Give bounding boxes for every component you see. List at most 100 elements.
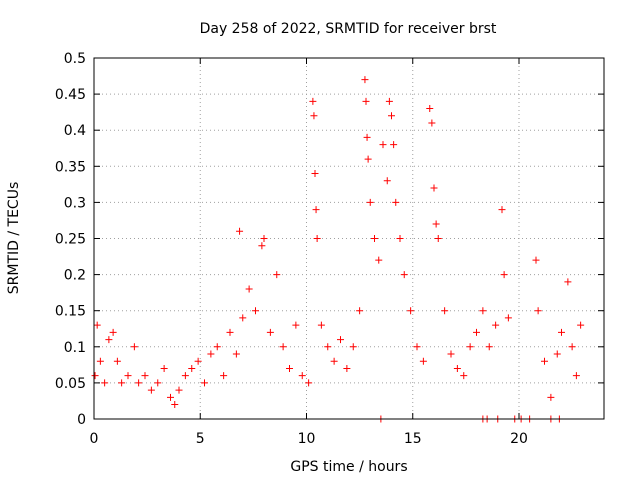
y-tick-label: 0.35 (55, 159, 86, 175)
data-point (432, 220, 440, 228)
data-point (194, 357, 202, 365)
data-point (273, 271, 281, 279)
data-point (343, 364, 351, 372)
data-point (362, 97, 370, 105)
data-point (534, 307, 542, 315)
data-point (160, 364, 168, 372)
data-point (113, 357, 121, 365)
data-point (258, 242, 266, 250)
data-point (292, 321, 300, 329)
y-tick-label: 0.4 (64, 123, 86, 139)
data-point (266, 328, 274, 336)
data-point (385, 97, 393, 105)
data-point (330, 357, 338, 365)
data-point (313, 235, 321, 242)
data-point (485, 343, 493, 351)
x-tick-label: 0 (90, 431, 99, 447)
data-point (91, 372, 99, 380)
y-tick-label: 0.3 (64, 195, 86, 211)
data-point (392, 198, 400, 206)
data-point (430, 184, 438, 192)
axis-ticks: 0 0.05 0.1 0.15 0.2 0.25 0.3 0.35 0.4 0.45 0.5 0 5 10… (55, 51, 604, 447)
data-point (286, 364, 293, 372)
data-point (239, 314, 247, 322)
data-point (311, 170, 319, 178)
data-point (305, 379, 313, 387)
data-point (105, 336, 113, 344)
data-point (337, 336, 344, 344)
grid-lines (94, 58, 604, 419)
y-tick-label: 0 (77, 412, 86, 428)
y-tick-label: 0.15 (55, 304, 86, 320)
data-point (124, 372, 132, 380)
data-point (101, 379, 109, 387)
data-point (298, 372, 306, 380)
data-point (349, 343, 357, 351)
data-point (572, 372, 580, 380)
data-point (413, 343, 421, 351)
y-tick-label: 0.1 (64, 340, 86, 356)
data-point (460, 372, 468, 380)
data-point (434, 235, 442, 242)
y-tick-label: 0.05 (55, 376, 86, 392)
data-point (171, 401, 179, 409)
data-point (564, 278, 572, 286)
data-point (364, 155, 372, 163)
data-point (309, 97, 317, 105)
data-point (96, 357, 104, 365)
data-point (568, 343, 576, 351)
data-point (356, 307, 364, 315)
data-point (361, 76, 369, 84)
data-point (93, 321, 101, 329)
y-tick-label: 0.5 (64, 51, 86, 67)
data-point (375, 256, 383, 264)
data-point (492, 321, 500, 329)
data-point (558, 328, 565, 336)
data-point (188, 364, 196, 372)
x-tick-label: 20 (510, 431, 528, 447)
data-point (135, 379, 143, 387)
data-point (383, 177, 391, 185)
data-point (400, 271, 408, 279)
data-point (232, 350, 240, 358)
data-point (479, 307, 487, 315)
x-tick-label: 10 (298, 431, 316, 447)
x-tick-label: 15 (404, 431, 422, 447)
data-point (366, 198, 374, 206)
data-point (118, 379, 126, 387)
y-axis-label: SRMTID / TECUs (6, 182, 22, 295)
data-point (532, 256, 540, 264)
data-point (109, 328, 117, 336)
data-point (426, 105, 434, 113)
x-tick-label: 5 (196, 431, 205, 447)
plot-frame (93, 57, 605, 420)
data-point (279, 343, 287, 351)
data-point (453, 364, 461, 372)
data-point (252, 307, 259, 315)
data-point (498, 206, 506, 214)
y-tick-label: 0.45 (55, 87, 86, 103)
y-tick-label: 0.2 (64, 268, 86, 284)
data-point (154, 379, 162, 387)
data-point (317, 321, 325, 329)
data-point (147, 386, 155, 394)
data-point (207, 350, 215, 358)
data-point (447, 350, 455, 358)
data-point (419, 357, 427, 365)
data-point (363, 133, 371, 141)
data-point (371, 235, 378, 242)
data-point (181, 372, 189, 380)
data-point (226, 328, 234, 336)
data-point (441, 307, 449, 315)
data-point (167, 393, 174, 401)
data-point (504, 314, 512, 322)
data-point (428, 119, 436, 127)
data-point (473, 328, 480, 336)
data-point (213, 343, 221, 351)
data-point (553, 350, 561, 358)
data-point (547, 393, 555, 401)
data-point (260, 235, 268, 242)
data-point (388, 112, 395, 120)
data-point (390, 141, 398, 149)
